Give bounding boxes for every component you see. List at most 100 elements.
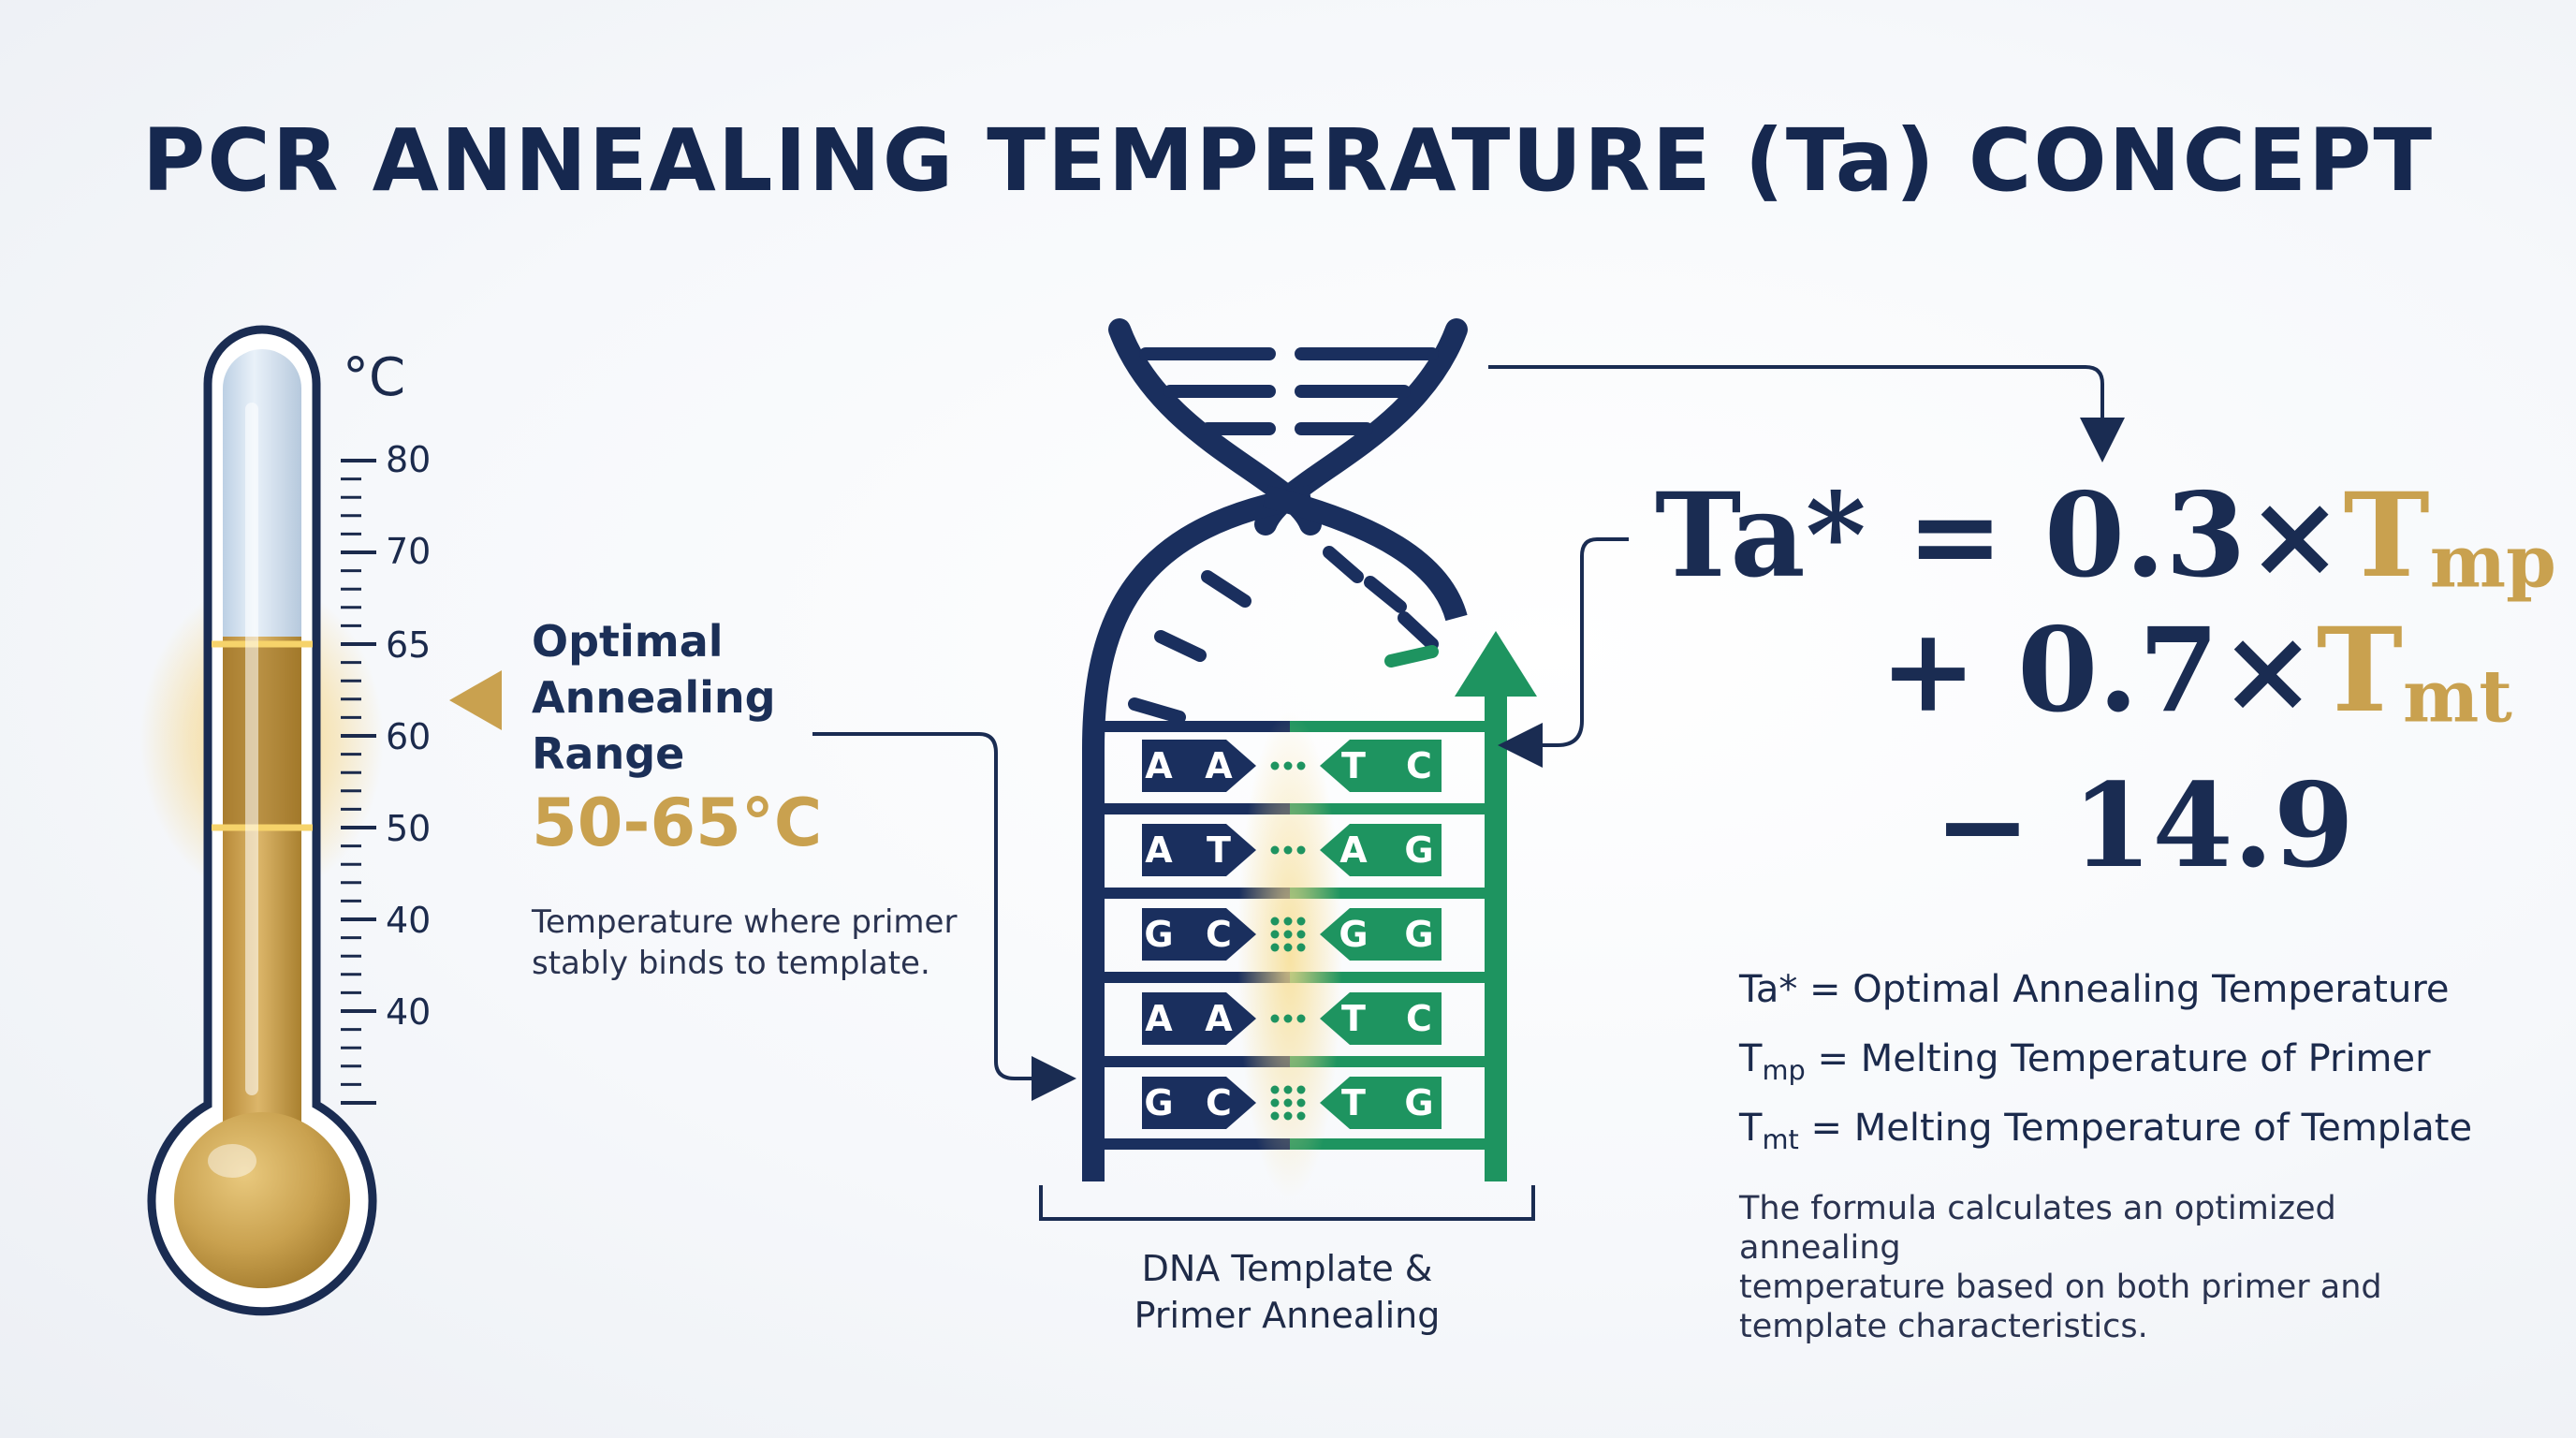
primer-base-letter: T: [1341, 1082, 1366, 1123]
legend-tmp: Tmp = Melting Temperature of Primer: [1739, 1037, 2431, 1086]
formula-coef-2: 0.7×: [2017, 603, 2317, 739]
primer-base-block: [1320, 740, 1442, 792]
hydrogen-bond-dot: [1283, 943, 1293, 952]
primer-direction-arrow: [1455, 631, 1537, 697]
hydrogen-bond-dot: [1283, 930, 1293, 939]
formula-note: The formula calculates an optimized anne…: [1739, 1189, 2479, 1346]
legend-tmt: Tmt = Melting Temperature of Template: [1739, 1107, 2472, 1155]
hydrogen-bond-dot: [1296, 943, 1306, 952]
scale-label-65: 65: [386, 624, 431, 666]
primer-base-letter: T: [1341, 745, 1366, 786]
primer-base-block: [1320, 992, 1442, 1045]
top-rungs: [1128, 347, 1439, 724]
scale-label-70: 70: [386, 531, 431, 572]
hydrogen-bond-dot: [1296, 917, 1306, 926]
thermometer-ticks: [341, 459, 376, 1105]
hydrogen-bond-dot: [1270, 1098, 1280, 1108]
template-base-letter: A: [1205, 998, 1233, 1039]
primer-base-letter: C: [1406, 998, 1432, 1039]
optimal-band: [223, 644, 301, 828]
dna-bracket: [1039, 1185, 1535, 1221]
hydrogen-bond-dot: [1296, 1111, 1306, 1121]
template-base-block: [1142, 824, 1256, 876]
formula-arrow-back: [1498, 537, 1629, 768]
template-base-block: [1142, 740, 1256, 792]
scale-labels: 80 70 65 60 50 40 40: [386, 439, 431, 1033]
template-strand: [1082, 485, 1312, 1181]
primer-base-letter: G: [1404, 829, 1433, 871]
primer-base-block: [1320, 824, 1442, 876]
legend-tmt-sub: mt: [1762, 1123, 1799, 1155]
range-connector-arrow: [812, 732, 1076, 1101]
scale-label-80: 80: [386, 439, 431, 480]
legend-tmt-t: T: [1739, 1107, 1763, 1150]
optimal-desc-line-1: Temperature where primer: [532, 903, 958, 941]
dna-caption-line-2: Primer Annealing: [1134, 1295, 1441, 1336]
formula-line-2: + 0.7×Tmt: [1880, 603, 2512, 740]
hydrogen-bond-dot: [1270, 930, 1280, 939]
optimal-title-line-2: Annealing: [532, 672, 776, 723]
template-base-letter: A: [1205, 745, 1233, 786]
primer-base-letter: G: [1404, 1082, 1433, 1123]
hydrogen-bond-dot: [1270, 917, 1280, 926]
hydrogen-bond-dot: [1270, 1014, 1280, 1023]
legend-tmp-sub: mp: [1762, 1054, 1806, 1086]
formula-equals: =: [1906, 468, 2004, 604]
template-base-letter: G: [1144, 914, 1173, 955]
primer-base-letter: C: [1406, 745, 1432, 786]
legend-ta: Ta* = Optimal Annealing Temperature: [1739, 968, 2450, 1011]
hydrogen-bond-dot: [1283, 917, 1293, 926]
formula-tmp-sub: mp: [2429, 520, 2556, 605]
formula-line-1: Ta* = 0.3×Tmp: [1655, 468, 2556, 605]
optimal-range-description: Temperature where primer stably binds to…: [532, 902, 962, 984]
scale-label-50: 50: [386, 808, 431, 849]
hydrogen-bond-dot: [1270, 761, 1280, 770]
hydrogen-bond-dot: [1296, 1085, 1306, 1094]
primer-base-block: [1320, 908, 1442, 961]
hydrogen-bond-dot: [1296, 1098, 1306, 1108]
optimal-desc-line-2: stably binds to template.: [532, 945, 930, 982]
template-base-letter: G: [1144, 1082, 1173, 1123]
primer-base-letter: G: [1339, 914, 1368, 955]
scale-label-40b: 40: [386, 991, 431, 1033]
formula-lhs: Ta*: [1655, 468, 1866, 604]
optimal-title-line-3: Range: [532, 728, 685, 779]
formula-constant: 14.9: [2071, 758, 2355, 894]
hydrogen-bond-dot: [1283, 1111, 1293, 1121]
hydrogen-bond-dot: [1296, 761, 1306, 770]
thermometer-bulb: [174, 1112, 350, 1288]
hydrogen-bond-dot: [1296, 1014, 1306, 1023]
optimal-range-value: 50-65°C: [532, 785, 823, 861]
optimal-range-title: Optimal Annealing Range: [532, 613, 776, 782]
hydrogen-bond-dot: [1296, 845, 1306, 855]
primer-base-letter: G: [1404, 914, 1433, 955]
formula-plus: +: [1880, 603, 1977, 739]
dna-caption-line-1: DNA Template &: [1141, 1248, 1433, 1289]
template-base-block: [1142, 992, 1256, 1045]
formula-minus: −: [1934, 758, 2031, 894]
formula-line-3: − 14.9: [1934, 758, 2354, 894]
formula-tmt-sub: mt: [2403, 654, 2512, 740]
template-base-block: [1142, 1077, 1256, 1129]
hydrogen-bond-dot: [1283, 1098, 1293, 1108]
formula-tmt: Tmt: [2316, 603, 2512, 740]
base-pairs: A A T CA T A GG C G GA A T CG C T G: [1142, 740, 1442, 1129]
strand-crossing: [1263, 485, 1468, 622]
green-rung: [1384, 645, 1439, 668]
tube-shine: [245, 403, 258, 1095]
formula-tmp-t: T: [2343, 468, 2430, 604]
formula-tmt-t: T: [2316, 603, 2403, 739]
note-line-2: temperature based on both primer and: [1739, 1269, 2382, 1306]
primer-base-block: [1320, 1077, 1442, 1129]
template-base-letter: A: [1145, 998, 1173, 1039]
template-base-letter: C: [1206, 914, 1232, 955]
note-line-1: The formula calculates an optimized anne…: [1739, 1190, 2336, 1267]
primer-base-letter: A: [1339, 829, 1368, 871]
page-title: PCR ANNEALING TEMPERATURE (Ta) CONCEPT: [141, 110, 2435, 211]
thermometer: [140, 325, 502, 1316]
optimal-title-line-1: Optimal: [532, 616, 724, 667]
